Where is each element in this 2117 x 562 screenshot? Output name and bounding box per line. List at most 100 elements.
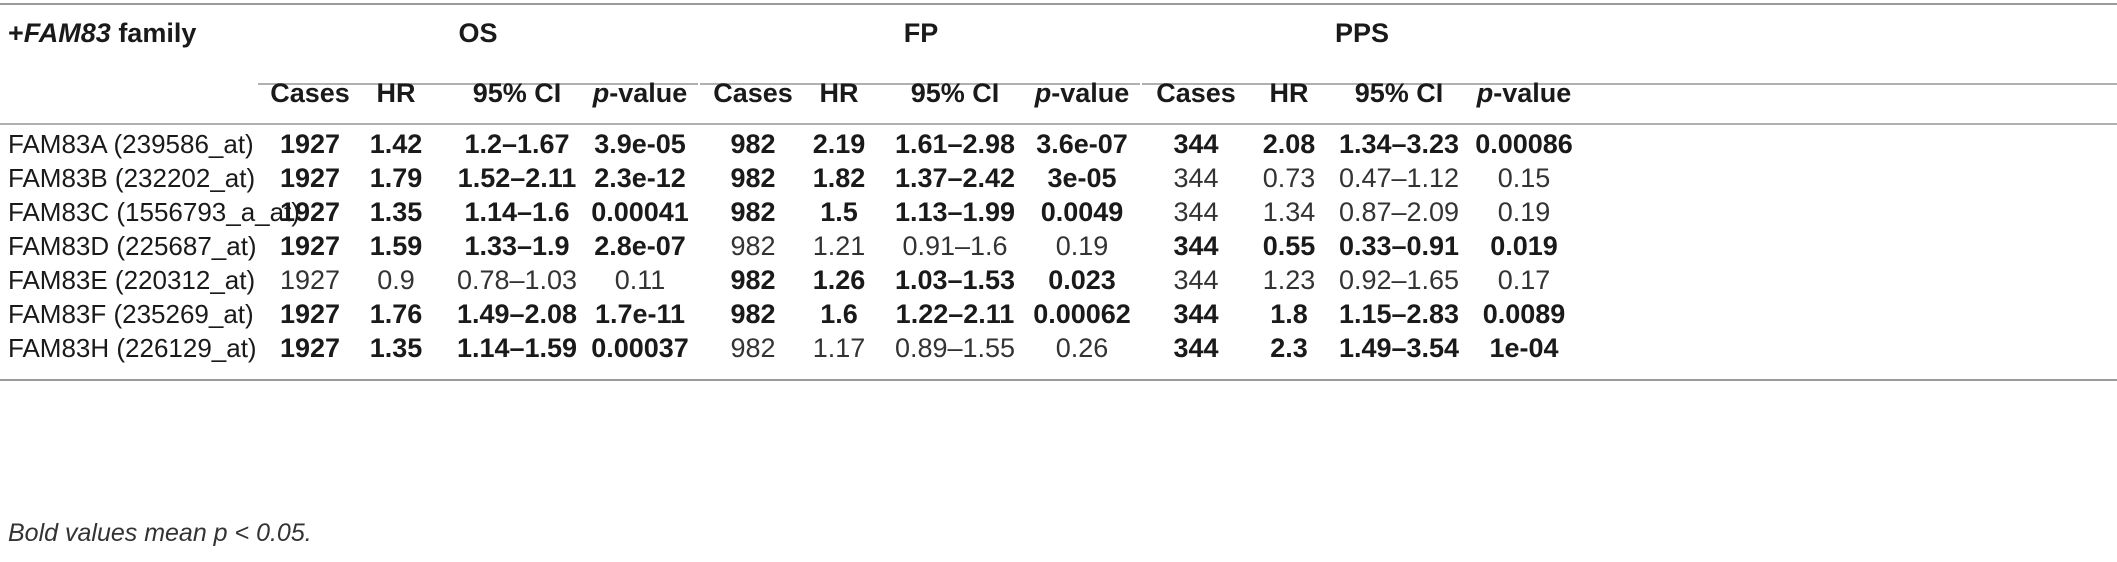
cell-pps-ci: 1.15–2.83	[1338, 299, 1460, 329]
cell-os-p: 2.3e-12	[594, 163, 686, 193]
cell-fp-p: 0.26	[1055, 333, 1109, 363]
cell-os-p: 0.11	[614, 265, 666, 295]
cell-pps-ci: 0.33–0.91	[1338, 231, 1460, 261]
cell-fp-ci: 1.13–1.99	[894, 197, 1016, 227]
cell-os-ci: 1.52–2.11	[457, 163, 577, 193]
cell-fp-hr: 1.21	[812, 231, 866, 261]
cell-pps-cases: 344	[1173, 231, 1219, 261]
cell-pps-hr: 0.73	[1262, 163, 1316, 193]
cell-os-hr: 0.9	[377, 265, 415, 295]
cell-pps-ci: 0.87–2.09	[1338, 197, 1460, 227]
cell-fp-ci: 0.89–1.55	[894, 333, 1016, 363]
pvalue-suffix: -value	[1051, 78, 1130, 108]
cell-pps-cases: 344	[1173, 197, 1219, 227]
cell-pps-hr: 1.34	[1262, 197, 1316, 227]
bottom-rule	[0, 379, 2117, 381]
row-label: FAM83B (232202_at)	[8, 163, 256, 193]
cell-os-ci: 1.49–2.08	[456, 299, 578, 329]
cell-pps-p: 0.17	[1497, 265, 1551, 295]
cell-pps-ci: 0.47–1.12	[1338, 163, 1460, 193]
pps-group-rule	[1142, 83, 2117, 85]
table-footnote: Bold values mean p < 0.05.	[8, 519, 312, 547]
cell-fp-cases: 982	[730, 197, 776, 227]
cell-os-p: 1.7e-11	[594, 299, 686, 329]
cell-pps-p: 0.00086	[1475, 129, 1573, 159]
subheader-cases-fp: Cases	[713, 78, 793, 108]
cell-fp-p: 0.023	[1048, 265, 1116, 295]
cell-os-ci: 1.33–1.9	[464, 231, 570, 261]
cell-fp-cases: 982	[730, 163, 776, 193]
cell-os-cases: 1927	[279, 129, 341, 159]
cell-fp-ci: 0.91–1.6	[902, 231, 1008, 261]
subheader-pvalue-pps: p-value	[1477, 78, 1572, 108]
cell-pps-cases: 344	[1173, 129, 1219, 159]
cell-pps-hr: 2.3	[1270, 333, 1308, 363]
top-rule	[0, 3, 2117, 5]
cell-os-cases: 1927	[279, 231, 341, 261]
subheader-pvalue-fp: p-value	[1035, 78, 1130, 108]
group-header-fp: FP	[903, 18, 939, 48]
cell-fp-cases: 982	[730, 231, 776, 261]
cell-os-ci: 1.14–1.59	[456, 333, 578, 363]
cell-os-hr: 1.42	[369, 129, 423, 159]
cell-pps-cases: 344	[1173, 299, 1219, 329]
cell-os-hr: 1.35	[369, 333, 423, 363]
cell-pps-p: 0.15	[1497, 163, 1551, 193]
cell-pps-p: 0.0089	[1482, 299, 1566, 329]
cell-os-cases: 1927	[279, 265, 341, 295]
subheader-hr-pps: HR	[1269, 78, 1309, 108]
subheader-ci-pps: 95% CI	[1354, 78, 1444, 108]
row-label: FAM83E (220312_at)	[8, 265, 256, 295]
cell-fp-hr: 1.5	[820, 197, 858, 227]
cell-os-p: 2.8e-07	[594, 231, 686, 261]
cell-pps-ci: 1.49–3.54	[1338, 333, 1460, 363]
cell-os-cases: 1927	[279, 333, 341, 363]
cell-fp-p: 3e-05	[1047, 163, 1117, 193]
cell-fp-cases: 982	[730, 333, 776, 363]
cell-fp-p: 3.6e-07	[1036, 129, 1128, 159]
cell-pps-ci: 0.92–1.65	[1338, 265, 1460, 295]
cell-os-cases: 1927	[279, 163, 341, 193]
cell-fp-ci: 1.37–2.42	[894, 163, 1016, 193]
row-label: FAM83F (235269_at)	[8, 299, 254, 329]
cell-fp-ci: 1.03–1.53	[894, 265, 1016, 295]
header-rule	[0, 123, 2117, 125]
cell-os-hr: 1.76	[369, 299, 423, 329]
cell-pps-ci: 1.34–3.23	[1338, 129, 1460, 159]
cell-os-hr: 1.59	[369, 231, 423, 261]
pvalue-suffix: -value	[1493, 78, 1572, 108]
pvalue-italic-p: p	[1034, 78, 1052, 108]
cell-fp-ci: 1.22–2.11	[895, 299, 1015, 329]
cell-os-cases: 1927	[279, 299, 341, 329]
cell-pps-cases: 344	[1173, 265, 1219, 295]
cell-fp-cases: 982	[730, 299, 776, 329]
cell-os-p: 0.00037	[591, 333, 689, 363]
pvalue-suffix: -value	[609, 78, 688, 108]
cell-os-ci: 1.14–1.6	[464, 197, 570, 227]
cell-os-p: 3.9e-05	[594, 129, 686, 159]
cell-pps-p: 0.019	[1490, 231, 1558, 261]
fp-group-rule	[700, 83, 1140, 85]
subheader-cases-pps: Cases	[1156, 78, 1236, 108]
cell-fp-hr: 1.17	[812, 333, 866, 363]
cell-os-cases: 1927	[279, 197, 341, 227]
cell-fp-ci: 1.61–2.98	[894, 129, 1016, 159]
cell-fp-cases: 982	[730, 129, 776, 159]
row-label: FAM83C (1556793_a_at)	[8, 197, 300, 227]
cell-pps-p: 1e-04	[1489, 333, 1559, 363]
cell-pps-cases: 344	[1173, 163, 1219, 193]
row-label: FAM83A (239586_at)	[8, 129, 254, 159]
subheader-hr-os: HR	[376, 78, 416, 108]
cell-fp-hr: 1.82	[812, 163, 866, 193]
cell-pps-hr: 0.55	[1262, 231, 1316, 261]
cell-fp-p: 0.00062	[1033, 299, 1131, 329]
row-label: FAM83D (225687_at)	[8, 231, 257, 261]
cell-fp-p: 0.0049	[1040, 197, 1124, 227]
row-label: FAM83H (226129_at)	[8, 333, 257, 363]
cell-pps-hr: 1.8	[1270, 299, 1308, 329]
subheader-hr-fp: HR	[819, 78, 859, 108]
cell-pps-p: 0.19	[1497, 197, 1551, 227]
cell-pps-cases: 344	[1173, 333, 1219, 363]
group-header-os: OS	[458, 18, 498, 48]
corner-header: +FAM83 family	[8, 18, 197, 48]
